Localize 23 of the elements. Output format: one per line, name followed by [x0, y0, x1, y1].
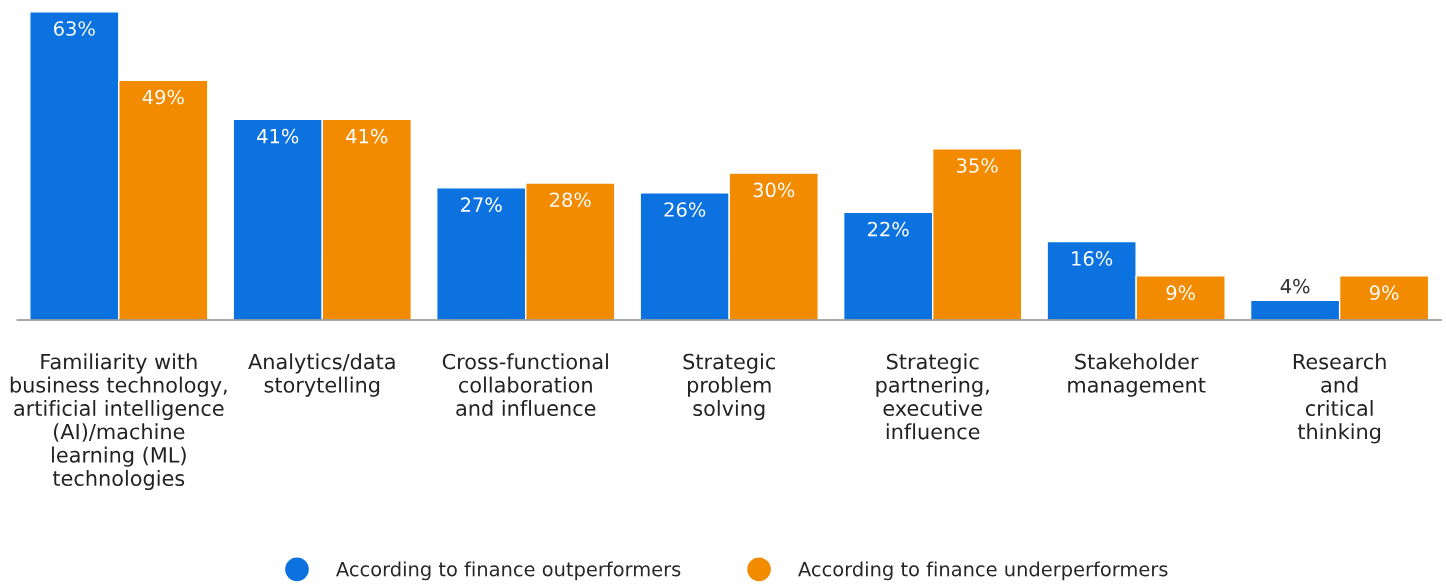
- x-tick-label: Familiarity with business technology, artificial intelligence (AI)/machine learning (ML) technologies: [10, 353, 227, 491]
- data-label: 26%: [664, 202, 706, 217]
- data-label: 35%: [957, 158, 998, 173]
- data-label: 22%: [868, 221, 909, 237]
- data-label: 30%: [753, 182, 795, 198]
- data-label: 41%: [257, 128, 299, 144]
- x-tick-label: Cross-functional collaboration and influence: [442, 353, 608, 417]
- data-label: 63%: [54, 21, 95, 36]
- x-tick-label: Research and critical thinking: [1293, 353, 1386, 444]
- data-label: 9%: [1166, 285, 1196, 301]
- data-label: 16%: [1072, 251, 1113, 266]
- x-tick-label: Analytics/data storytelling: [248, 353, 395, 397]
- x-tick-label: Strategic partnering, executive influence: [876, 353, 989, 440]
- x-tick-label: Stakeholder management: [1068, 353, 1206, 397]
- data-label: 28%: [550, 192, 591, 208]
- legend-label: According to finance outperformers: [336, 561, 681, 581]
- data-label: 41%: [346, 128, 388, 144]
- data-label: 49%: [142, 89, 184, 105]
- data-label: 27%: [461, 197, 502, 212]
- data-label: 4%: [1280, 278, 1310, 294]
- data-label: 9%: [1369, 285, 1399, 301]
- x-tick-label: Strategic problem solving: [683, 353, 776, 421]
- legend-label: According to finance underperformers: [798, 561, 1168, 581]
